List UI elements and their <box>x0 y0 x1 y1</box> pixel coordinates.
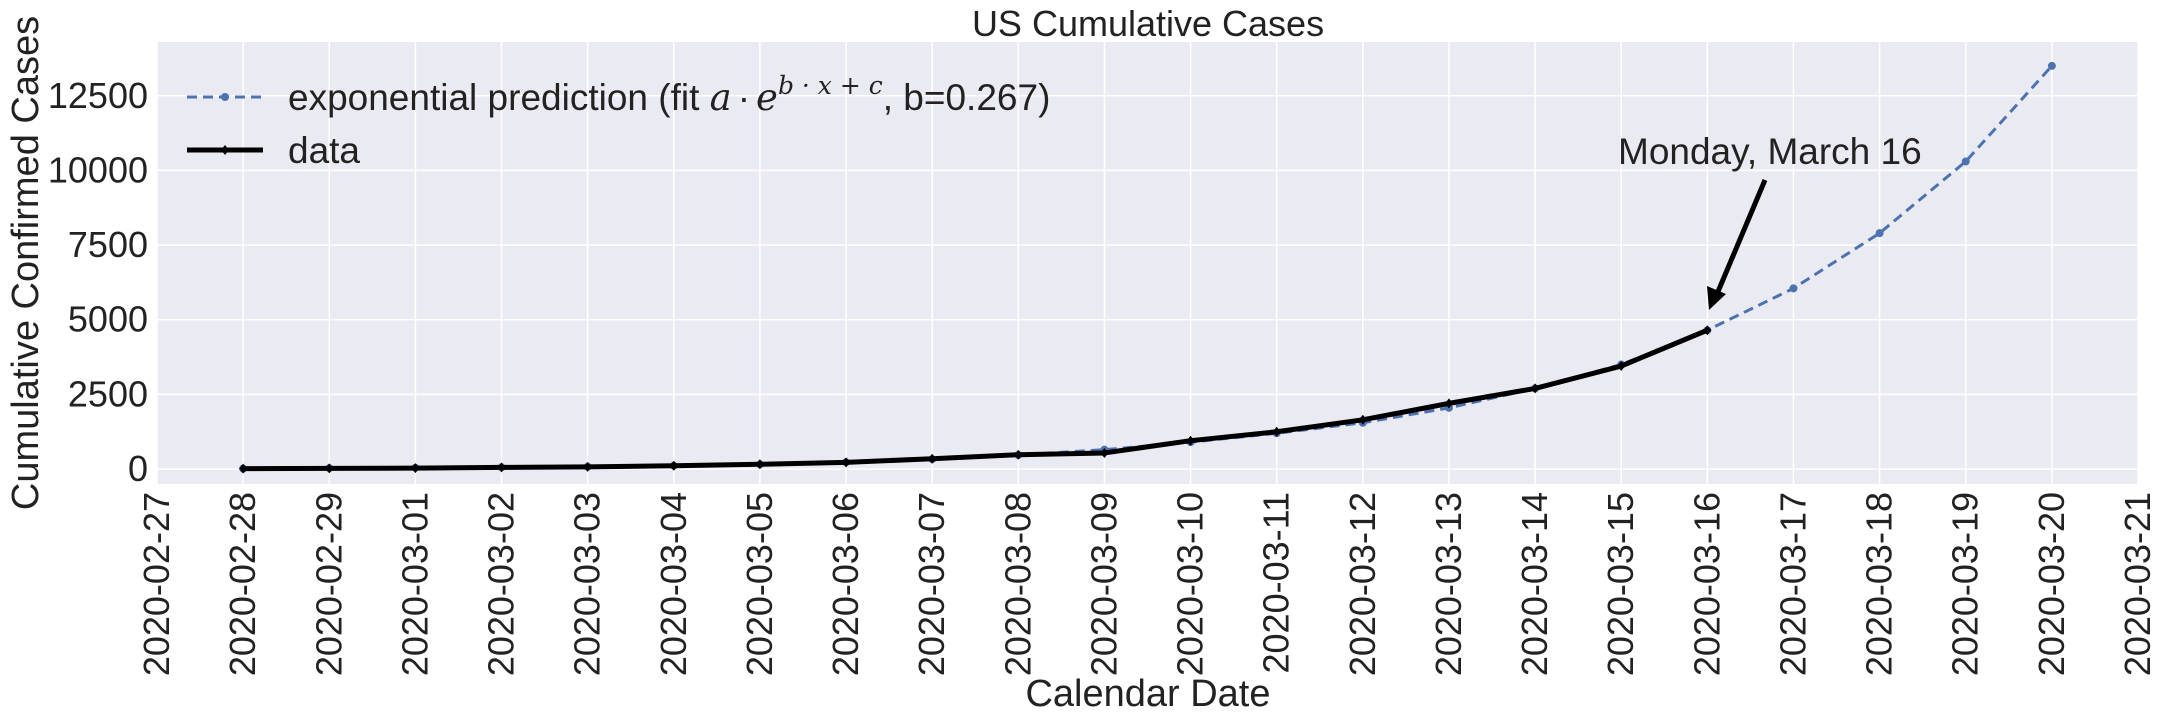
prediction-point <box>1961 157 1970 166</box>
x-tick-label: 2020-03-09 <box>1083 492 1124 676</box>
y-tick-label: 12500 <box>48 75 148 116</box>
x-tick-label: 2020-03-06 <box>825 492 866 676</box>
legend-math-dot: · <box>738 77 750 118</box>
x-tick-label: 2020-03-20 <box>2031 492 2072 676</box>
x-tick-label: 2020-03-07 <box>911 492 952 676</box>
legend-prediction-label: exponential prediction (fit a · eb · x + c… <box>288 71 1050 119</box>
prediction-point <box>2047 61 2056 70</box>
y-tick-label: 10000 <box>48 149 148 190</box>
x-tick-label: 2020-03-10 <box>1170 492 1211 676</box>
y-tick-label: 0 <box>128 448 148 489</box>
legend-data-label: data <box>288 130 360 171</box>
data-point <box>1617 361 1626 372</box>
legend-math-a: a <box>710 76 732 119</box>
y-tick-label: 5000 <box>68 299 148 340</box>
data-point <box>842 457 851 468</box>
x-tick-label: 2020-03-18 <box>1859 492 1900 676</box>
legend: exponential prediction (fit a · eb · x + c… <box>187 71 1050 171</box>
data-point <box>497 462 506 473</box>
legend-prediction-marker <box>221 93 229 101</box>
data-point <box>1531 383 1540 394</box>
data-point <box>1444 398 1453 409</box>
x-tick-label: 2020-03-21 <box>2117 492 2158 676</box>
x-tick-label: 2020-03-04 <box>653 492 694 676</box>
data-point <box>1272 426 1281 437</box>
annotation-arrow-shaft <box>1714 179 1768 295</box>
legend-math-e: e <box>756 76 778 119</box>
chart-title: US Cumulative Cases <box>972 3 1324 44</box>
annotation-text: Monday, March 16 <box>1618 131 1922 172</box>
legend-math-exponent: b · x + c <box>778 71 883 100</box>
legend-prediction-prefix: exponential prediction (fit <box>288 77 710 118</box>
x-axis-label: Calendar Date <box>1025 673 1270 715</box>
y-axis-label: Cumulative Confirmed Cases <box>5 16 47 510</box>
y-tick-label: 7500 <box>68 224 148 265</box>
data-point <box>325 463 334 474</box>
legend-data-marker <box>221 145 229 155</box>
data-point <box>928 453 937 464</box>
x-tick-label: 2020-03-08 <box>997 492 1038 676</box>
y-tick-labels: 0 2500 5000 7500 10000 12500 <box>48 75 148 489</box>
plot-area <box>157 42 2138 484</box>
grid <box>156 42 2139 484</box>
x-tick-label: 2020-03-17 <box>1772 492 1813 676</box>
data-point <box>583 461 592 472</box>
x-tick-label: 2020-03-12 <box>1342 492 1383 676</box>
x-tick-labels: 2020-02-27 2020-02-28 2020-02-29 2020-03-01… <box>136 492 2158 676</box>
annotation: Monday, March 16 <box>1618 131 1922 310</box>
x-tick-label: 2020-03-01 <box>394 492 435 676</box>
x-tick-label: 2020-03-19 <box>1945 492 1986 676</box>
x-tick-label: 2020-03-03 <box>567 492 608 676</box>
x-tick-label: 2020-03-16 <box>1686 492 1727 676</box>
x-tick-label: 2020-03-02 <box>481 492 522 676</box>
data-point <box>1014 449 1023 460</box>
data-point <box>1703 325 1712 336</box>
x-tick-label: 2020-02-28 <box>222 492 263 676</box>
y-tick-label: 2500 <box>68 373 148 414</box>
annotation-arrowhead <box>1707 286 1726 310</box>
data-point <box>1358 414 1367 425</box>
data-point <box>669 460 678 471</box>
x-tick-label: 2020-02-27 <box>136 492 177 676</box>
data-point <box>1186 435 1195 446</box>
x-tick-label: 2020-03-05 <box>739 492 780 676</box>
x-tick-label: 2020-03-11 <box>1256 492 1297 673</box>
x-tick-label: 2020-02-29 <box>308 492 349 676</box>
data-point <box>755 459 764 470</box>
data-point <box>411 463 420 474</box>
x-tick-label: 2020-03-13 <box>1428 492 1469 676</box>
data-point <box>1100 447 1109 458</box>
prediction-point <box>1875 229 1884 238</box>
data-line <box>243 327 1709 472</box>
x-tick-label: 2020-03-14 <box>1514 492 1555 676</box>
legend-prediction-suffix: , b=0.267) <box>883 77 1051 118</box>
prediction-point <box>1789 284 1798 293</box>
data-point <box>239 463 248 474</box>
x-tick-label: 2020-03-15 <box>1600 492 1641 676</box>
series-layer <box>239 61 2056 474</box>
